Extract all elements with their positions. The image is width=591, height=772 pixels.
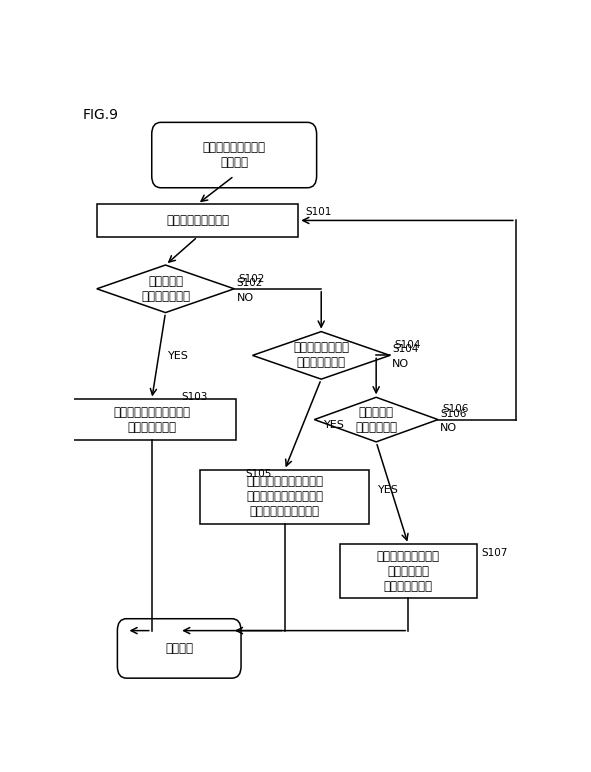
Bar (97, 204, 298, 237)
Text: S102: S102 (239, 274, 265, 283)
Polygon shape (97, 265, 234, 313)
Text: 自動運転処理を終了し、
手動運転処理に移行する
動作を決定動作とする: 自動運転処理を終了し、 手動運転処理に移行する 動作を決定動作とする (246, 476, 323, 518)
Bar (67, 399, 236, 440)
Text: NO: NO (236, 293, 254, 303)
Text: 停止動作、または、
現在の動作を
決定動作とする: 停止動作、または、 現在の動作を 決定動作とする (376, 550, 440, 593)
Text: FIG.9: FIG.9 (83, 107, 119, 121)
Text: S102: S102 (236, 278, 263, 288)
Text: 自動運転モードが
解除されたか？: 自動運転モードが 解除されたか？ (293, 341, 349, 369)
Bar (339, 544, 477, 598)
Text: S106: S106 (443, 405, 469, 415)
Text: S101: S101 (305, 207, 332, 216)
Text: 運転者介入解決処理
スタート: 運転者介入解決処理 スタート (203, 141, 266, 169)
Text: S103: S103 (181, 392, 208, 402)
Text: YES: YES (378, 485, 400, 495)
Text: YES: YES (168, 351, 189, 361)
Text: NO: NO (392, 359, 410, 369)
Bar (200, 470, 369, 523)
Text: S106: S106 (440, 408, 467, 418)
FancyBboxPatch shape (152, 122, 317, 188)
Text: S105: S105 (246, 469, 272, 479)
Text: 所定時間が
経過したか？: 所定時間が 経過したか？ (355, 405, 397, 434)
Text: 解決候補が
選択されたか？: 解決候補が 選択されたか？ (141, 275, 190, 303)
Text: 選択された候補の動作を
決定動作とする: 選択された候補の動作を 決定動作とする (113, 405, 190, 434)
Text: NO: NO (440, 424, 457, 434)
Text: 解決候補を表示する: 解決候補を表示する (166, 214, 229, 227)
FancyBboxPatch shape (118, 618, 241, 678)
Polygon shape (314, 398, 438, 442)
Text: YES: YES (323, 420, 345, 430)
Text: S107: S107 (482, 548, 508, 558)
Polygon shape (252, 332, 390, 379)
Text: S104: S104 (392, 344, 418, 354)
Text: リターン: リターン (165, 642, 193, 655)
Text: S104: S104 (394, 340, 421, 350)
